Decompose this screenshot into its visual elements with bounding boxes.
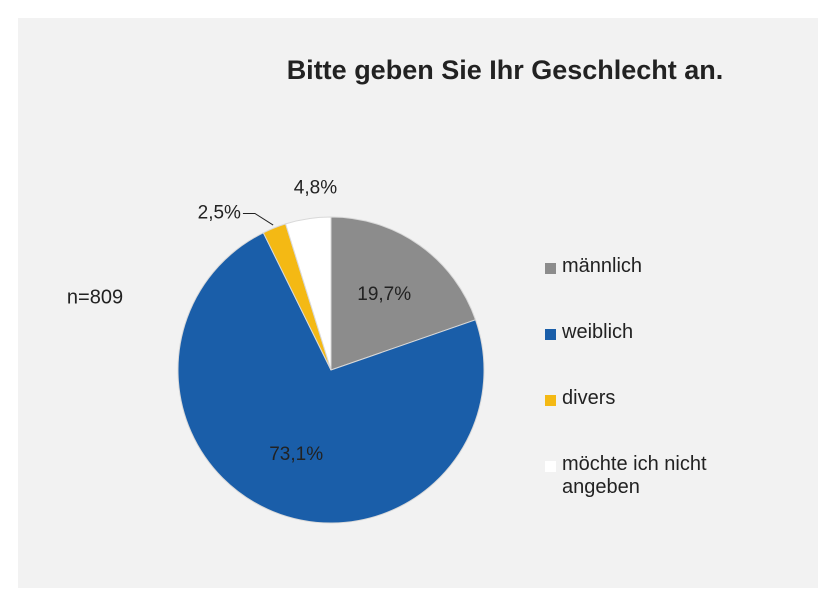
data-label: 73,1% xyxy=(269,444,323,465)
legend-swatch xyxy=(545,263,556,274)
legend-swatch xyxy=(545,395,556,406)
leader-line xyxy=(242,212,274,226)
legend-item: divers xyxy=(545,387,725,453)
legend-swatch xyxy=(545,329,556,340)
legend-label: divers xyxy=(562,387,616,409)
legend-item: möchte ich nicht angeben xyxy=(545,453,725,519)
pie-slice xyxy=(177,232,485,524)
data-label: 4,8% xyxy=(294,177,337,198)
chart-title: Bitte geben Sie Ihr Geschlecht an. xyxy=(287,55,724,85)
annotation: n=809 xyxy=(67,286,123,308)
legend: männlich weiblich divers möchte ich nicht a… xyxy=(545,255,725,519)
legend-label: möchte ich nicht angeben xyxy=(562,453,707,498)
data-label: 19,7% xyxy=(357,284,411,305)
data-label: 2,5% xyxy=(198,202,241,223)
legend-label: männlich xyxy=(562,255,643,277)
legend-item: männlich xyxy=(545,255,725,321)
pie-slice xyxy=(330,216,477,371)
legend-swatch xyxy=(545,461,556,472)
legend-label: weiblich xyxy=(562,321,634,343)
legend-item: weiblich xyxy=(545,321,725,387)
pie-slice xyxy=(284,216,332,371)
